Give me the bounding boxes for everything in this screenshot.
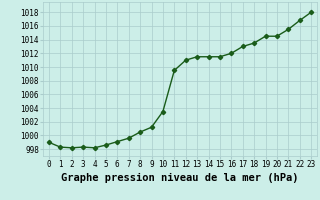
X-axis label: Graphe pression niveau de la mer (hPa): Graphe pression niveau de la mer (hPa) <box>61 173 299 183</box>
